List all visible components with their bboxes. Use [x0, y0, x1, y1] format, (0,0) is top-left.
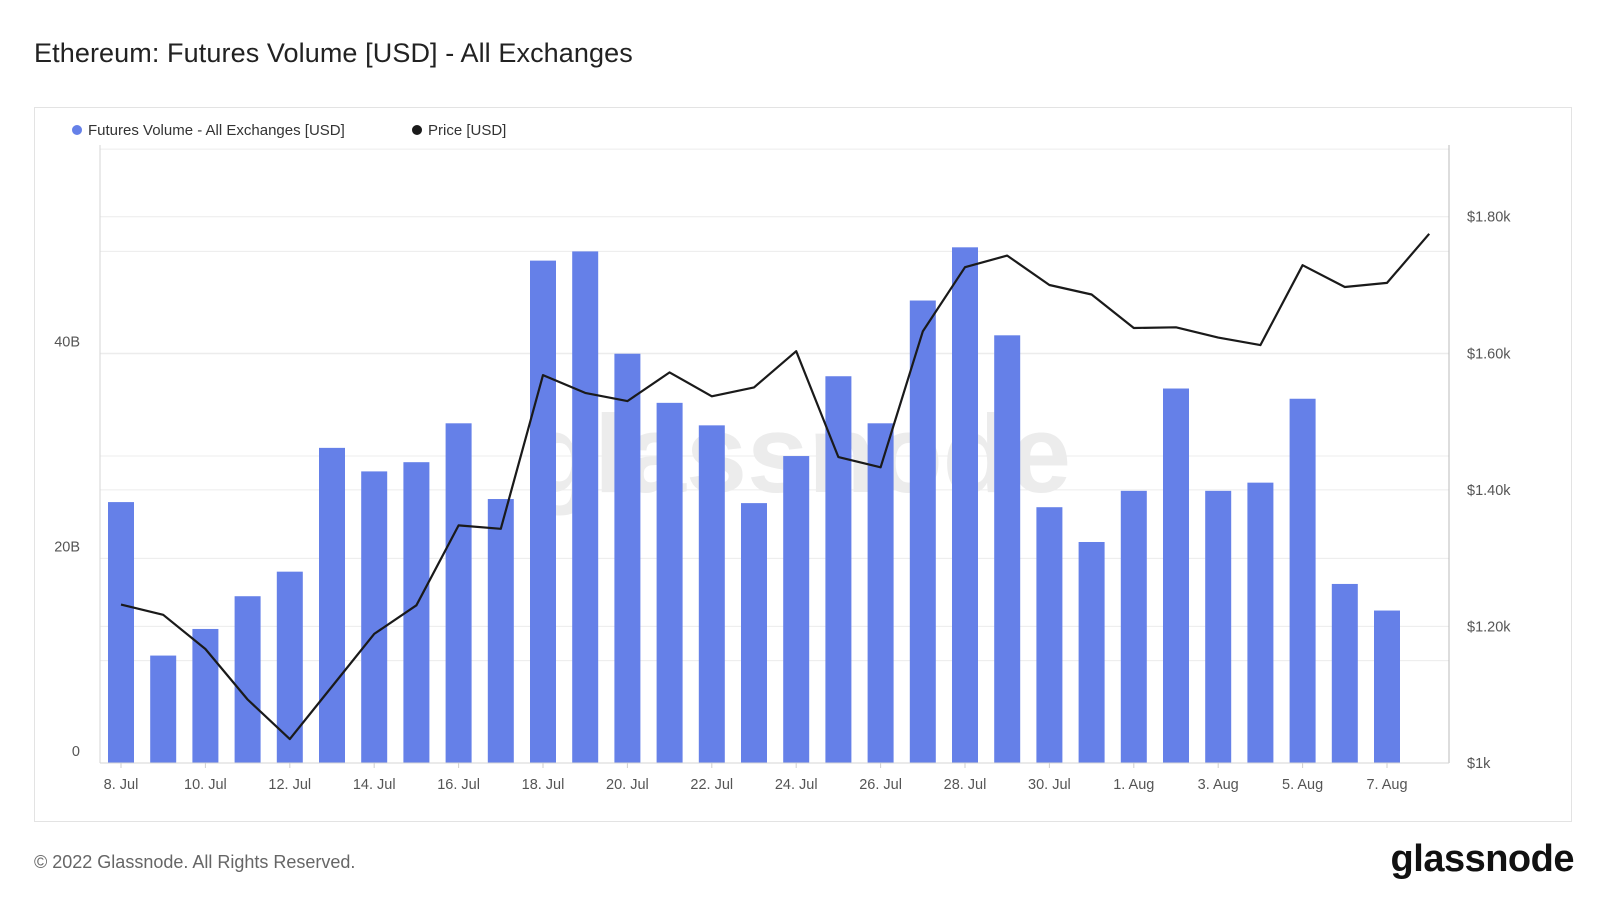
x-tick-label-9: 26. Jul [859, 777, 902, 793]
x-tick-label-11: 30. Jul [1028, 777, 1071, 793]
copyright-footer: © 2022 Glassnode. All Rights Reserved. [34, 852, 356, 872]
x-tick-label-1: 10. Jul [184, 777, 227, 793]
volume-bar-25 [1163, 388, 1189, 763]
axes: 0 20B 40B $1k $1.20k $1.40k $1.60k $1.80k 8. Jul… [54, 145, 1511, 793]
volume-bar-1 [150, 655, 177, 763]
volume-bar-4 [276, 571, 303, 763]
volume-bar-29 [1331, 583, 1358, 763]
x-tick-label-7: 22. Jul [690, 777, 733, 793]
legend-price-label: Price [USD] [428, 122, 506, 139]
volume-bar-26 [1205, 490, 1232, 763]
volume-bar-9 [487, 499, 514, 763]
x-tick-label-0: 8. Jul [104, 777, 139, 793]
x-tick-label-4: 16. Jul [437, 777, 480, 793]
volume-bar-20 [952, 247, 978, 764]
x-tick-label-5: 18. Jul [522, 777, 565, 793]
volume-bar-6 [361, 471, 388, 763]
volume-bar-13 [656, 402, 683, 763]
brand-logo: glassnode [1390, 838, 1575, 880]
volume-bar-16 [783, 456, 810, 763]
x-tick-label-12: 1. Aug [1113, 777, 1154, 793]
volume-bar-17 [825, 376, 852, 763]
x-tick-label-13: 3. Aug [1198, 777, 1239, 793]
volume-bar-7 [403, 462, 430, 763]
x-tick-label-8: 24. Jul [775, 777, 818, 793]
volume-bar-0 [108, 502, 134, 763]
x-tick-label-3: 14. Jul [353, 777, 396, 793]
chart-svg: glassnode 020B40B$1k$1.20k$1.40k$1.60k$1… [54, 122, 1511, 793]
y-right-tick-label-3: $1.60k [1467, 346, 1511, 362]
volume-bar-27 [1247, 482, 1274, 763]
volume-bar-22 [1036, 507, 1063, 763]
volume-bar-5 [319, 447, 345, 763]
legend: Futures Volume - All Exchanges [USD] Pri… [72, 122, 506, 139]
volume-bar-12 [614, 353, 641, 763]
volume-bar-10 [530, 260, 556, 763]
volume-bar-8 [445, 423, 472, 763]
bars [108, 247, 1400, 764]
y-right-tick-label-4: $1.80k [1467, 210, 1511, 226]
legend-price-marker [412, 125, 422, 135]
volume-bar-24 [1120, 490, 1147, 763]
volume-bar-2 [192, 628, 219, 763]
volume-bar-3 [234, 596, 261, 763]
chart-container: glassnode 0 20B 40B $1k $1.20k $1.40k $1.60k $1… [34, 107, 1572, 822]
volume-bar-30 [1374, 610, 1400, 763]
volume-bar-19 [909, 300, 936, 763]
price-line-layer [120, 233, 1431, 741]
x-tick-label-14: 5. Aug [1282, 777, 1323, 793]
volume-bar-21 [994, 335, 1021, 763]
legend-volume-marker [72, 125, 82, 135]
y-right-tick-label-1: $1.20k [1467, 619, 1511, 635]
legend-volume-label: Futures Volume - All Exchanges [USD] [88, 122, 345, 139]
x-tick-label-2: 12. Jul [268, 777, 311, 793]
y-left-tick-label-2: 40B [54, 335, 80, 351]
volume-bar-28 [1289, 398, 1316, 763]
volume-bar-15 [741, 503, 767, 763]
x-tick-label-10: 28. Jul [944, 777, 987, 793]
x-tick-label-15: 7. Aug [1366, 777, 1407, 793]
volume-bar-11 [572, 251, 599, 764]
price-line [120, 233, 1431, 741]
volume-bar-18 [867, 423, 894, 763]
y-right-tick-label-2: $1.40k [1467, 483, 1511, 499]
volume-bar-23 [1078, 541, 1105, 763]
volume-bar-14 [698, 425, 725, 763]
x-tick-label-6: 20. Jul [606, 777, 649, 793]
y-right-tick-label-0: $1k [1467, 756, 1491, 772]
y-left-tick-label-1: 20B [54, 539, 80, 555]
chart-title: Ethereum: Futures Volume [USD] - All Exc… [34, 38, 633, 68]
y-left-tick-label-0: 0 [72, 744, 80, 760]
